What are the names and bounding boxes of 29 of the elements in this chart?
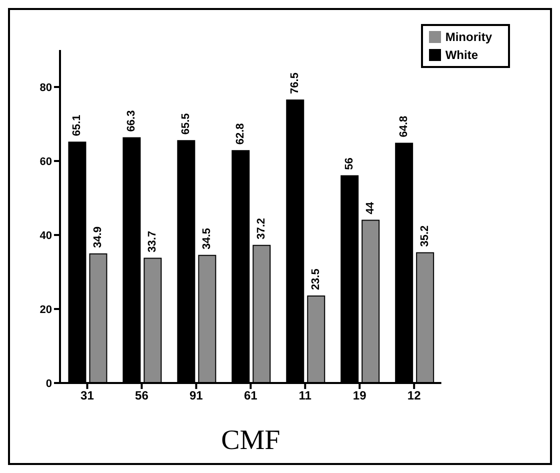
data-label: 65.1 xyxy=(71,114,84,136)
data-label: 44 xyxy=(364,201,377,214)
data-label: 56 xyxy=(344,158,356,170)
x-tick-label: 11 xyxy=(298,388,312,403)
data-label: 34.5 xyxy=(201,228,214,250)
data-label: 34.9 xyxy=(92,226,104,248)
y-tick-label: 20 xyxy=(40,304,52,316)
data-label: 23.5 xyxy=(310,268,322,290)
legend-label: Minority xyxy=(445,30,492,44)
data-label: 37.2 xyxy=(256,218,268,240)
x-tick-label: 31 xyxy=(80,388,94,403)
x-tick-label: 19 xyxy=(352,388,367,403)
data-label: 33.7 xyxy=(146,230,159,252)
y-tick-label: 60 xyxy=(40,156,52,168)
data-label: 66.3 xyxy=(126,110,138,132)
data-label: 76.5 xyxy=(289,72,302,94)
x-tick-label: 12 xyxy=(407,388,422,403)
data-label: 35.2 xyxy=(419,225,432,247)
x-axis-title: CMF xyxy=(221,425,280,456)
y-tick-label: 80 xyxy=(40,82,52,94)
legend-label: White xyxy=(445,48,478,62)
x-tick-label: 91 xyxy=(190,388,204,403)
data-label: 62.8 xyxy=(234,123,247,145)
x-tick-label: 56 xyxy=(135,388,149,403)
y-tick-label: 0 xyxy=(46,378,52,390)
y-tick-label: 40 xyxy=(40,230,52,242)
x-tick-label: 61 xyxy=(244,388,258,403)
data-label: 64.8 xyxy=(398,116,410,138)
data-label: 65.5 xyxy=(180,113,192,135)
